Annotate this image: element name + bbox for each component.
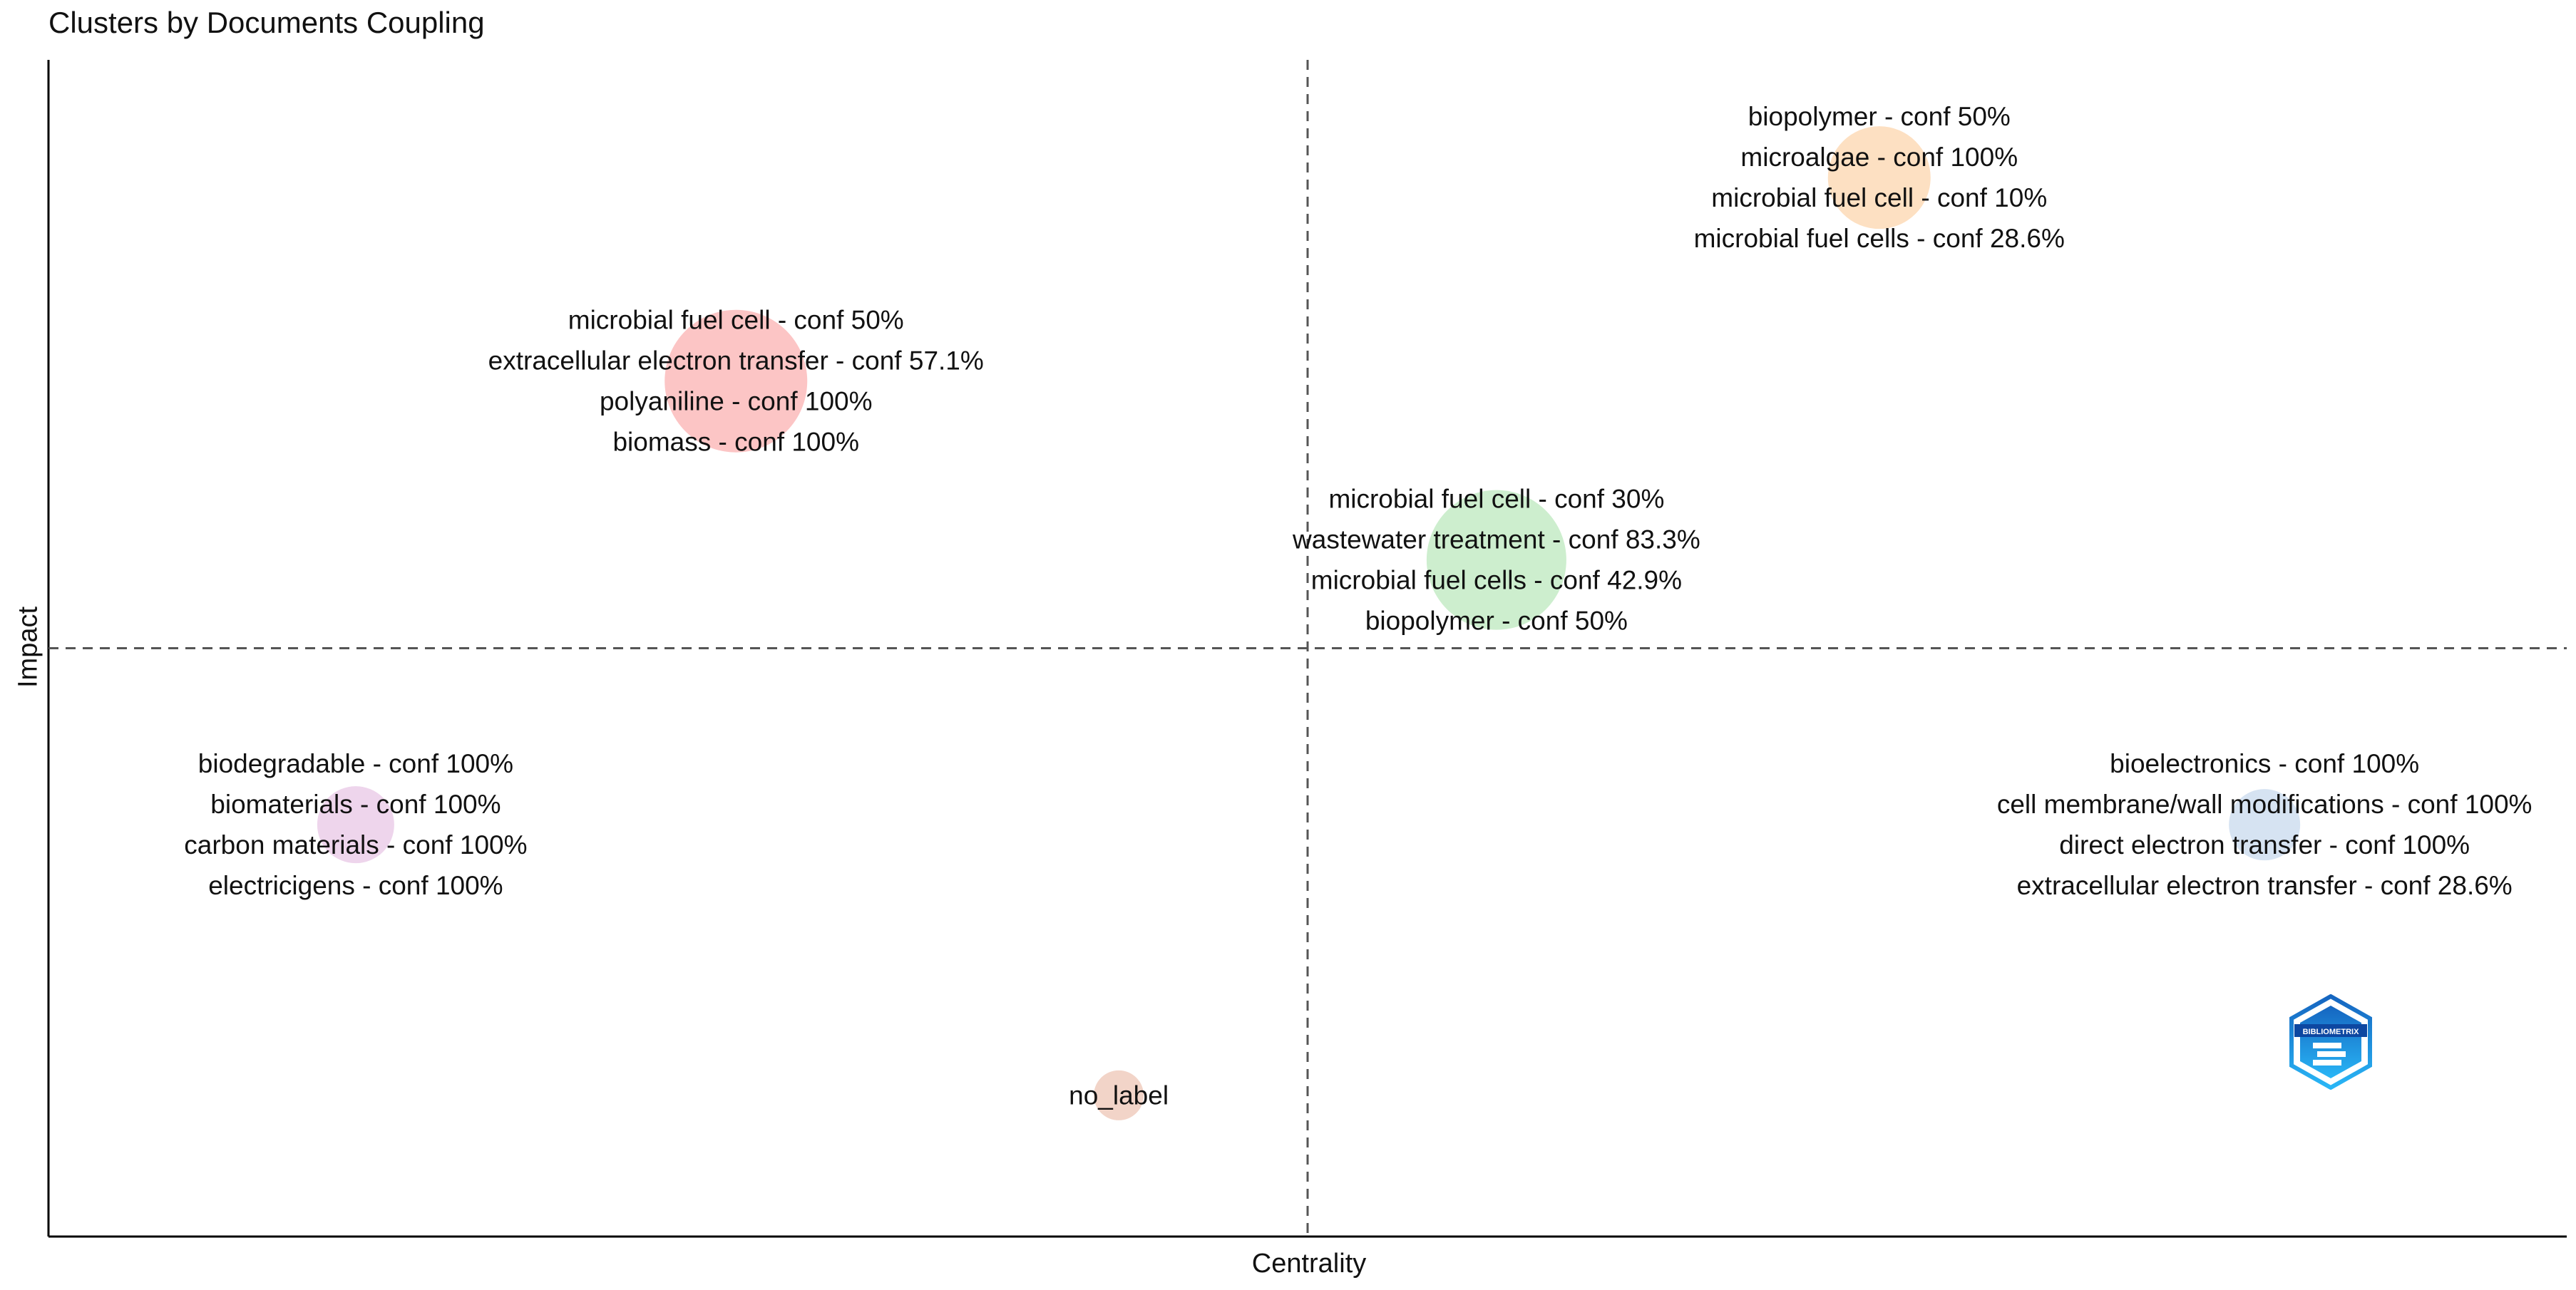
cluster-label-blue-1: bioelectronics - conf 100%: [2110, 749, 2419, 778]
cluster-label-orange-3: microbial fuel cell - conf 10%: [1711, 183, 2047, 212]
cluster-bubble-red: [664, 309, 808, 453]
cluster-label-blue-2: cell membrane/wall modifications - conf …: [1997, 790, 2533, 819]
cluster-label-brown-1: no_label: [1069, 1080, 1169, 1110]
bibliometrix-logo-icon: BIBLIOMETRIX: [2289, 994, 2373, 1090]
cluster-label-green-1: microbial fuel cell - conf 30%: [1328, 485, 1664, 514]
cluster-label-green-3: microbial fuel cells - conf 42.9%: [1311, 566, 1682, 595]
cluster-label-purple-1: biodegradable - conf 100%: [198, 749, 513, 778]
svg-text:BIBLIOMETRIX: BIBLIOMETRIX: [2303, 1028, 2359, 1036]
chart-title: Clusters by Documents Coupling: [48, 6, 485, 39]
cluster-label-orange-2: microalgae - conf 100%: [1740, 143, 2018, 172]
cluster-label-red-3: polyaniline - conf 100%: [600, 387, 873, 416]
cluster-label-red-1: microbial fuel cell - conf 50%: [568, 306, 904, 335]
label-layer: microbial fuel cell - conf 50% extracellu…: [184, 102, 2532, 1110]
bubble-layer: [317, 126, 2301, 1120]
cluster-label-red-2: extracellular electron transfer - conf 5…: [488, 346, 984, 376]
cluster-label-green-4: biopolymer - conf 50%: [1365, 607, 1628, 636]
cluster-label-purple-2: biomaterials - conf 100%: [210, 790, 501, 819]
cluster-label-purple-4: electricigens - conf 100%: [208, 871, 503, 900]
cluster-bubble-orange: [1827, 126, 1931, 229]
cluster-label-red-4: biomass - conf 100%: [612, 428, 859, 457]
cluster-label-blue-3: direct electron transfer - conf 100%: [2059, 830, 2470, 860]
cluster-bubble-purple: [317, 786, 394, 864]
cluster-bubble-brown: [1094, 1070, 1144, 1120]
cluster-label-green-2: wastewater treatment - conf 83.3%: [1292, 525, 1700, 554]
cluster-label-blue-4: extracellular electron transfer - conf 2…: [2017, 871, 2513, 900]
cluster-label-purple-3: carbon materials - conf 100%: [184, 830, 527, 860]
cluster-bubble-blue: [2229, 789, 2301, 861]
x-axis-label: Centrality: [1251, 1249, 1367, 1279]
cluster-bubble-green: [1426, 490, 1566, 630]
cluster-label-orange-4: microbial fuel cells - conf 28.6%: [1694, 224, 2065, 253]
cluster-label-orange-1: biopolymer - conf 50%: [1748, 102, 2011, 131]
